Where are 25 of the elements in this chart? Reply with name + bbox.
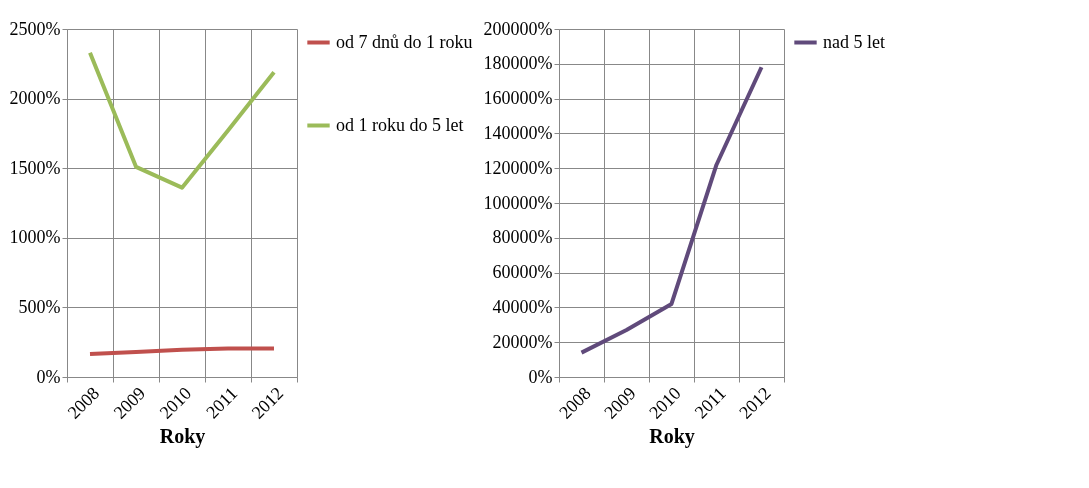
y-tick-label: 100000% bbox=[483, 192, 553, 213]
y-tick-label: 1500% bbox=[9, 157, 61, 178]
y-tick-label: 2500% bbox=[9, 18, 61, 39]
x-tick-label: 2011 bbox=[690, 383, 730, 423]
legend-label: od 1 roku do 5 let bbox=[336, 114, 464, 135]
y-tick-label: 60000% bbox=[492, 262, 553, 283]
x-axis-title: Roky bbox=[649, 424, 695, 448]
y-tick-label: 180000% bbox=[483, 53, 553, 74]
y-tick-label: 80000% bbox=[492, 227, 553, 248]
y-tick-label: 200000% bbox=[483, 18, 553, 39]
y-tick-label: 140000% bbox=[483, 122, 553, 143]
y-tick-label: 0% bbox=[528, 366, 553, 387]
y-tick-label: 120000% bbox=[483, 157, 553, 178]
legend-label: od 7 dnů do 1 roku bbox=[336, 31, 473, 52]
y-tick-label: 160000% bbox=[483, 88, 553, 109]
y-tick-label: 2000% bbox=[9, 88, 61, 109]
y-tick-label: 0% bbox=[36, 366, 61, 387]
x-axis-title: Roky bbox=[159, 424, 206, 448]
legend-label: nad 5 let bbox=[823, 31, 885, 52]
y-tick-label: 40000% bbox=[492, 296, 553, 317]
y-tick-label: 500% bbox=[18, 296, 61, 317]
y-tick-label: 1000% bbox=[9, 227, 61, 248]
line-series bbox=[88, 50, 276, 190]
y-tick-label: 20000% bbox=[492, 331, 553, 352]
line-series bbox=[579, 65, 764, 355]
